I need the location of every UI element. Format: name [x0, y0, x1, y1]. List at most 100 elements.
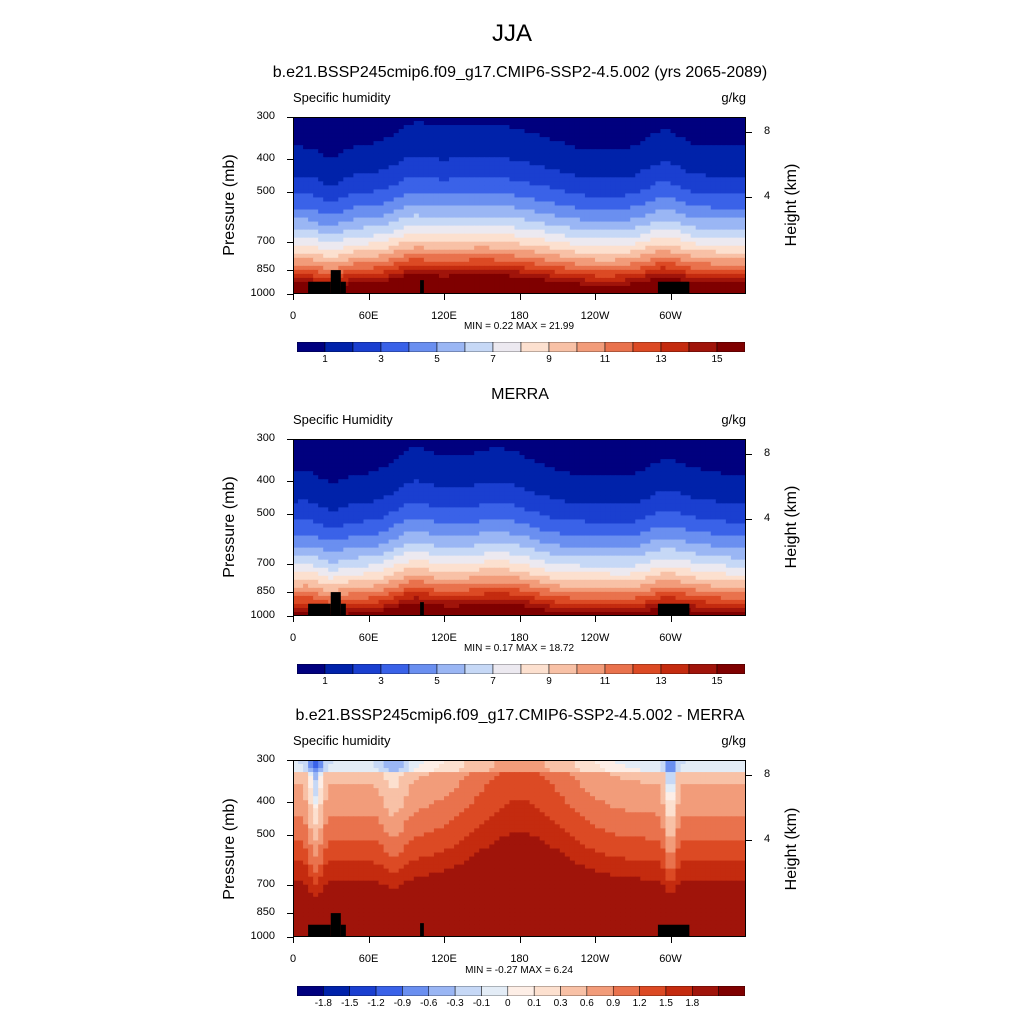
field-cell [444, 133, 450, 138]
field-cell [554, 289, 561, 294]
field-cell [665, 253, 672, 259]
field-cell [303, 189, 309, 195]
field-cell [413, 169, 420, 174]
field-cell [524, 289, 531, 294]
field-cell [589, 213, 596, 219]
field-cell [559, 137, 566, 142]
field-cell [640, 121, 646, 126]
field-cell [705, 161, 712, 166]
field-cell [293, 443, 299, 448]
field-cell [383, 479, 390, 484]
field-cell [358, 129, 365, 134]
field-cell [700, 205, 707, 211]
field-cell [549, 277, 556, 283]
field-cell [554, 237, 561, 243]
field-cell [710, 125, 717, 130]
field-cell [479, 185, 485, 191]
field-cell [398, 471, 405, 476]
field-cell [348, 209, 354, 215]
field-cell [725, 169, 732, 174]
field-cell [383, 257, 390, 263]
field-cell [383, 213, 390, 219]
field-cell [529, 459, 536, 464]
field-cell [549, 125, 556, 130]
field-cell [449, 137, 455, 142]
field-cell [534, 129, 541, 134]
field-cell [635, 249, 641, 255]
field-cell [534, 257, 541, 263]
field-cell [479, 455, 485, 460]
field-cell [534, 201, 541, 207]
field-cell [710, 265, 717, 271]
field-cell [685, 443, 692, 448]
field-cell [620, 471, 626, 476]
field-cell [705, 137, 712, 142]
field-cell [650, 241, 656, 247]
field-cell [318, 245, 324, 251]
field-cell [298, 459, 304, 464]
field-cell [539, 443, 546, 448]
field-cell [705, 173, 712, 178]
field-cell [343, 233, 349, 239]
field-cell [444, 169, 450, 174]
field-cell [308, 161, 314, 166]
field-cell [645, 157, 651, 162]
field-cell [690, 161, 697, 166]
field-cell [454, 265, 460, 271]
field-cell [559, 463, 566, 468]
field-cell [494, 443, 500, 448]
field-cell [620, 463, 626, 468]
field-cell [685, 141, 692, 146]
field-cell [569, 205, 576, 211]
field-cell [665, 153, 672, 158]
field-cell [499, 185, 505, 191]
field-cell [373, 153, 380, 158]
field-cell [579, 225, 586, 231]
field-cell [620, 443, 626, 448]
field-cell [398, 237, 405, 243]
field-cell [343, 269, 349, 275]
colorbar-swatch [520, 342, 550, 352]
field-cell [469, 149, 475, 154]
field-cell [398, 289, 405, 294]
field-cell [494, 129, 500, 134]
field-cell [318, 217, 324, 223]
field-cell [740, 455, 746, 460]
field-cell [700, 439, 707, 444]
field-cell [348, 443, 354, 448]
field-cell [655, 185, 662, 191]
panel-2-ylabel-right: Height (km) [783, 485, 800, 569]
field-cell [423, 217, 430, 223]
field-cell [695, 451, 702, 456]
field-cell [680, 439, 687, 444]
field-cell [363, 475, 370, 480]
field-cell [358, 237, 365, 243]
field-cell [464, 125, 470, 130]
field-cell [529, 475, 536, 480]
field-cell [655, 225, 662, 231]
field-cell [705, 471, 712, 476]
field-cell [655, 141, 662, 146]
field-cell [519, 439, 526, 444]
field-cell [685, 193, 692, 199]
field-cell [298, 269, 304, 275]
field-cell [438, 197, 445, 203]
field-cell [670, 201, 677, 207]
field-cell [695, 205, 702, 211]
field-cell [514, 289, 521, 294]
field-cell [509, 443, 516, 448]
field-cell [620, 455, 626, 460]
field-cell [318, 447, 324, 452]
field-cell [730, 443, 737, 448]
field-cell [554, 213, 561, 219]
field-cell [584, 257, 591, 263]
field-cell [564, 281, 571, 287]
field-cell [444, 221, 450, 227]
field-cell [610, 459, 616, 464]
field-cell [600, 471, 606, 476]
field-cell [584, 133, 591, 138]
field-cell [383, 169, 390, 174]
field-cell [514, 197, 521, 203]
field-cell [554, 145, 561, 150]
field-cell [615, 121, 621, 126]
